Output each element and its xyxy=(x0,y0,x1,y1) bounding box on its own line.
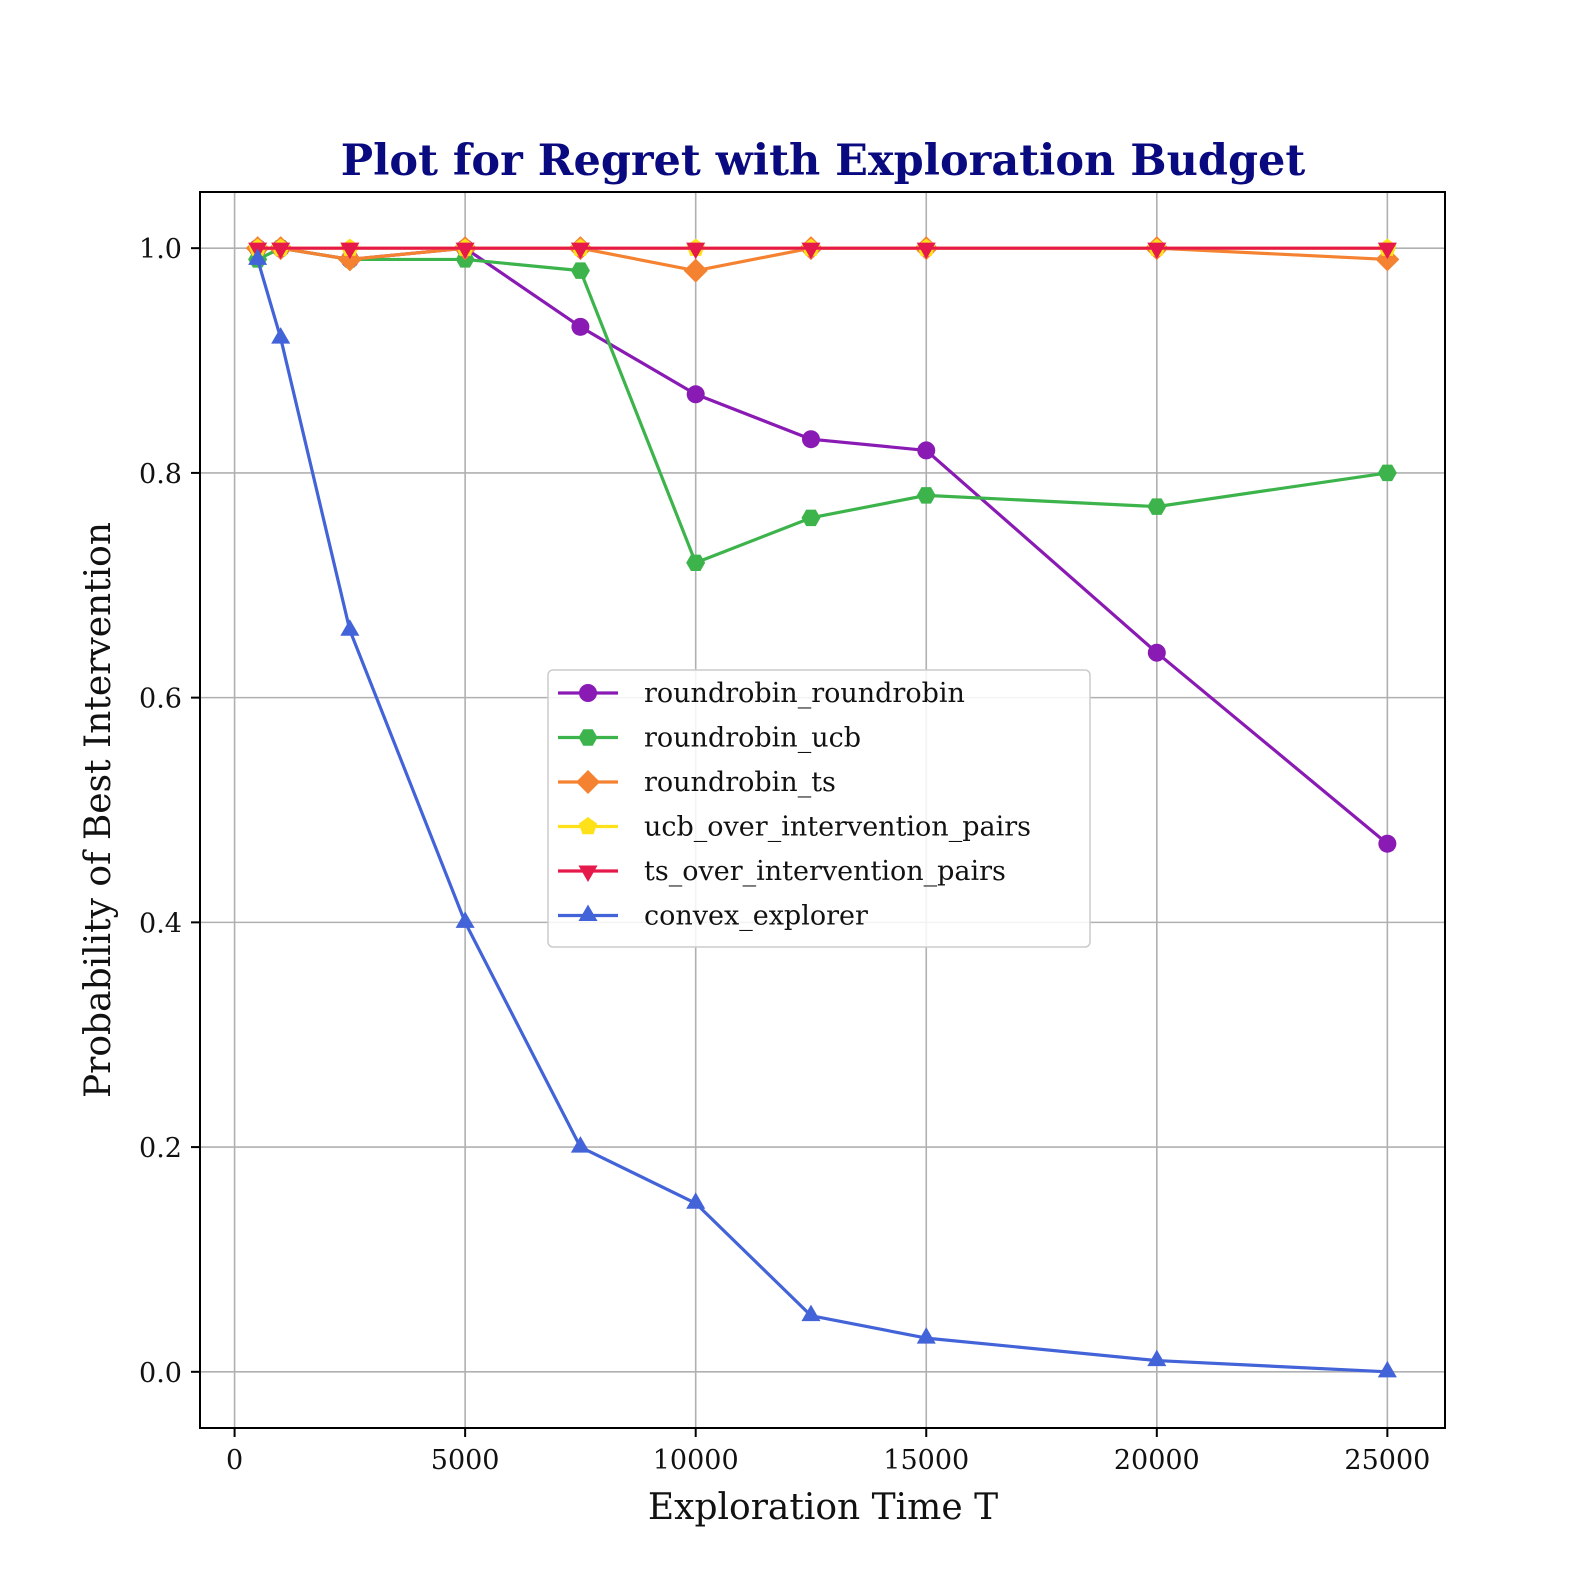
axis-ticks: 0 5000 10000 15000 20000 25000 0.0 0.2 0.4 0.6 0.8… xyxy=(139,234,1430,1476)
x-tick-label: 5000 xyxy=(431,1445,500,1476)
data-point xyxy=(683,258,708,283)
legend-label: roundrobin_ucb xyxy=(644,723,861,754)
data-point xyxy=(1378,834,1397,853)
data-point xyxy=(916,487,936,504)
data-point xyxy=(916,242,936,260)
data-point xyxy=(337,247,362,272)
x-tick-label: 0 xyxy=(226,1445,243,1476)
y-tick-label: 0.6 xyxy=(139,684,182,715)
y-tick-label: 0.0 xyxy=(139,1358,182,1389)
data-point xyxy=(570,1136,590,1153)
y-tick-label: 0.8 xyxy=(139,459,182,490)
plot-frame xyxy=(199,191,1446,1429)
y-axis-label: Probability of Best Intervention xyxy=(78,522,119,1098)
legend-entry: roundrobin_ts xyxy=(558,767,836,798)
legend-label: ucb_over_intervention_pairs xyxy=(644,812,1031,843)
legend-label: roundrobin_ts xyxy=(644,767,836,798)
legend-marker xyxy=(578,904,598,921)
data-point xyxy=(1375,247,1400,272)
y-tick-label: 1.0 xyxy=(139,234,182,265)
legend-marker xyxy=(578,865,598,882)
data-point xyxy=(917,441,936,460)
data-point xyxy=(916,1327,936,1344)
data-point xyxy=(801,1304,821,1322)
series-ts-over-intervention-pairs xyxy=(248,242,1397,260)
y-tick-label: 0.2 xyxy=(139,1133,182,1164)
data-point xyxy=(1147,1349,1167,1367)
data-point xyxy=(686,242,706,260)
data-point xyxy=(571,317,590,336)
legend-entry: convex_explorer xyxy=(558,901,868,932)
data-point xyxy=(455,242,475,260)
data-point xyxy=(570,242,590,260)
legend-label: roundrobin_roundrobin xyxy=(644,678,965,709)
data-point xyxy=(455,911,475,928)
x-axis-label: Exploration Time T xyxy=(648,1487,998,1528)
data-point xyxy=(1377,1360,1397,1378)
legend-label: convex_explorer xyxy=(644,901,868,932)
x-tick-label: 15000 xyxy=(883,1445,969,1476)
legend-marker xyxy=(578,817,598,835)
data-point xyxy=(271,327,291,344)
data-point xyxy=(1377,242,1397,260)
x-tick-label: 10000 xyxy=(653,1445,739,1476)
legend-marker xyxy=(578,729,598,746)
series-layer xyxy=(245,236,1400,1378)
chart-title: Plot for Regret with Exploration Budget xyxy=(341,136,1306,186)
legend-label: ts_over_intervention_pairs xyxy=(644,856,1006,887)
legend-entry: roundrobin_roundrobin xyxy=(558,678,965,709)
legend-entry: roundrobin_ucb xyxy=(558,723,861,754)
data-point xyxy=(686,554,706,572)
data-point xyxy=(801,430,820,449)
data-point xyxy=(801,509,821,527)
legend-entry: ucb_over_intervention_pairs xyxy=(558,812,1031,843)
data-point xyxy=(340,242,360,260)
data-point xyxy=(248,248,268,265)
data-point xyxy=(1147,643,1166,662)
data-point xyxy=(1147,242,1167,260)
data-point xyxy=(1147,498,1167,515)
data-point xyxy=(686,385,705,404)
series-line xyxy=(256,258,1388,1374)
legend-marker xyxy=(579,684,597,702)
legend: roundrobin_roundrobin roundrobin_ucbround… xyxy=(547,669,1091,948)
legend-box xyxy=(547,669,1091,948)
data-point xyxy=(570,262,590,279)
data-point xyxy=(271,242,291,260)
legend-entry: ts_over_intervention_pairs xyxy=(558,856,1006,887)
x-tick-label: 25000 xyxy=(1344,1445,1430,1476)
data-point xyxy=(801,242,821,260)
data-point xyxy=(686,1192,706,1209)
series-convex-explorer xyxy=(248,248,1397,1378)
legend-marker xyxy=(576,770,600,794)
x-tick-label: 20000 xyxy=(1114,1445,1200,1476)
y-tick-label: 0.4 xyxy=(139,908,182,939)
data-point xyxy=(340,619,360,636)
data-point xyxy=(1377,464,1397,482)
